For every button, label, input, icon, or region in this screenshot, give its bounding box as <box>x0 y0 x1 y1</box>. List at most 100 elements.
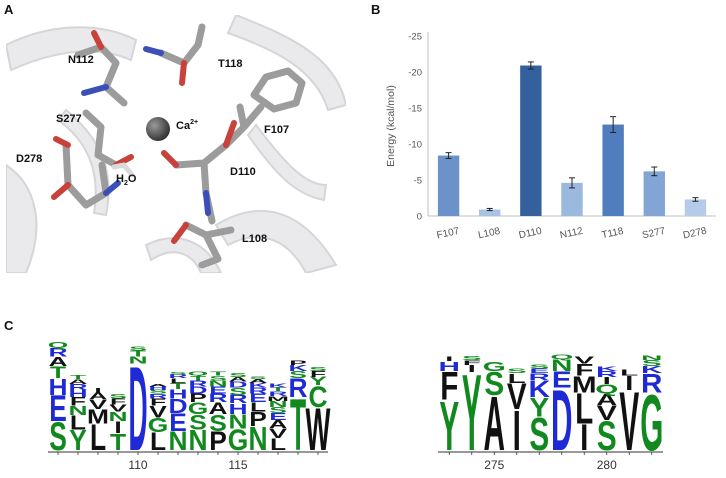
logo-letter: M <box>267 395 289 402</box>
logo-letter: Y <box>439 388 459 466</box>
logo-letter: E <box>552 367 572 393</box>
y-tick-label: -5 <box>414 176 422 187</box>
logo-position-label: 280 <box>597 458 617 472</box>
logo-position-label: 115 <box>228 458 247 472</box>
x-tick-label: D278 <box>682 226 708 242</box>
logo-letter: V <box>89 398 107 413</box>
y-axis-label: Energy (kcal/mol) <box>385 85 397 167</box>
logo-letter: S <box>129 346 147 352</box>
residue-label-t118: T118 <box>218 58 242 70</box>
logo-position-label: 110 <box>128 458 147 472</box>
logo-letter: I <box>625 373 633 395</box>
logo-letter: K <box>641 364 662 375</box>
residue-sticks <box>51 23 306 269</box>
logo-letter: I <box>603 375 611 386</box>
logo-letter: K <box>596 365 618 372</box>
logo-letter: L <box>150 429 166 456</box>
logo-letter: H <box>68 389 87 400</box>
logo-letter: E <box>49 388 67 429</box>
logo-letter: I <box>513 399 521 463</box>
logo-letter: S <box>462 356 482 362</box>
logo-letter: S <box>169 371 187 375</box>
logo-letter: M <box>87 406 109 428</box>
residue-label-f107: F107 <box>264 124 289 136</box>
logo-letter: N <box>641 354 662 361</box>
logo-letter: R <box>596 369 618 379</box>
logo-letter: I <box>580 418 588 459</box>
logo-letter: E <box>529 367 549 374</box>
logo-letter: V <box>109 403 128 414</box>
logo-letter: T <box>270 387 287 393</box>
bar-d278 <box>684 199 707 216</box>
calcium-ion-sphere <box>146 117 170 141</box>
bar-l108 <box>479 209 501 216</box>
logo-letter: R <box>248 386 267 395</box>
logo-letter: S <box>289 369 307 380</box>
logo-letter: H <box>48 374 67 400</box>
logo-letter: R <box>268 390 287 397</box>
logo-letter: S <box>189 411 207 435</box>
logo-letter: N <box>168 426 187 456</box>
residue-label-d110: D110 <box>230 166 256 178</box>
logo-letter: G <box>640 377 663 467</box>
logo-letter: A <box>248 379 267 385</box>
logo-letter: R <box>529 371 550 382</box>
panel-label-b: B <box>371 2 381 17</box>
protein-structure-render: N112 T118 S277 F107 D278 D110 L108 Ca2+ … <box>6 15 346 273</box>
panel-label-a: A <box>4 2 14 17</box>
logo-letter: P <box>209 426 227 456</box>
logo-letter: L <box>575 384 593 433</box>
logo-letter: H <box>439 359 460 374</box>
logo-letter: S <box>229 373 247 379</box>
residue-label-l108: L108 <box>242 233 267 245</box>
logo-letter: G <box>188 399 209 418</box>
logo-letter: T <box>110 429 126 455</box>
logo-letter: S <box>209 375 227 382</box>
logo-letter: I <box>114 418 121 437</box>
logo-letter: R <box>288 373 307 403</box>
logo-letter: A <box>268 419 287 432</box>
logo-letter: E <box>249 392 267 405</box>
logo-letter: F <box>575 361 593 380</box>
logo-letter: L <box>170 377 186 384</box>
logo-letter: H <box>148 386 167 392</box>
residue-label-n112: N112 <box>68 54 94 66</box>
y-tick-label: 0 <box>417 212 422 223</box>
logo-letter: T <box>190 375 206 382</box>
logo-letter: R <box>148 393 167 400</box>
logo-letter: L <box>620 368 638 378</box>
x-tick-label: S277 <box>641 226 667 242</box>
logo-letter: P <box>249 408 267 430</box>
logo-position-label: 275 <box>484 458 504 472</box>
logo-letter: Q <box>48 341 69 350</box>
y-tick-label: -20 <box>408 68 422 79</box>
logo-letter: N <box>208 379 227 388</box>
logo-letter: K <box>268 383 287 389</box>
logo-letter: G <box>228 422 249 456</box>
logo-letter: S <box>229 386 247 397</box>
logo-letter: L <box>270 435 286 454</box>
logo-letter: P <box>289 359 307 366</box>
logo-letter: Y <box>529 392 549 422</box>
logo-letter: T <box>70 375 87 381</box>
logo-letter: C <box>308 379 327 413</box>
logo-letter: E <box>169 409 187 436</box>
logo-letter: R <box>641 368 662 398</box>
bar-f107 <box>437 155 460 216</box>
logo-letter: T <box>130 349 146 358</box>
logo-letter: K <box>288 364 307 373</box>
logo-letter: I <box>445 355 453 362</box>
logo-letter: A <box>484 381 505 467</box>
residue-label-s277: S277 <box>56 113 82 125</box>
logo-letter: F <box>150 397 166 408</box>
bar-t118 <box>602 124 624 216</box>
logo-letter: A <box>228 376 247 383</box>
logo-letter: L <box>250 400 266 415</box>
logo-letter: A <box>48 355 67 370</box>
logo-letter: N <box>128 355 147 366</box>
logo-letter: S <box>49 415 67 460</box>
logo-letter: L <box>90 417 106 458</box>
logo-letter: N <box>551 356 572 375</box>
logo-letter: D <box>168 395 187 417</box>
